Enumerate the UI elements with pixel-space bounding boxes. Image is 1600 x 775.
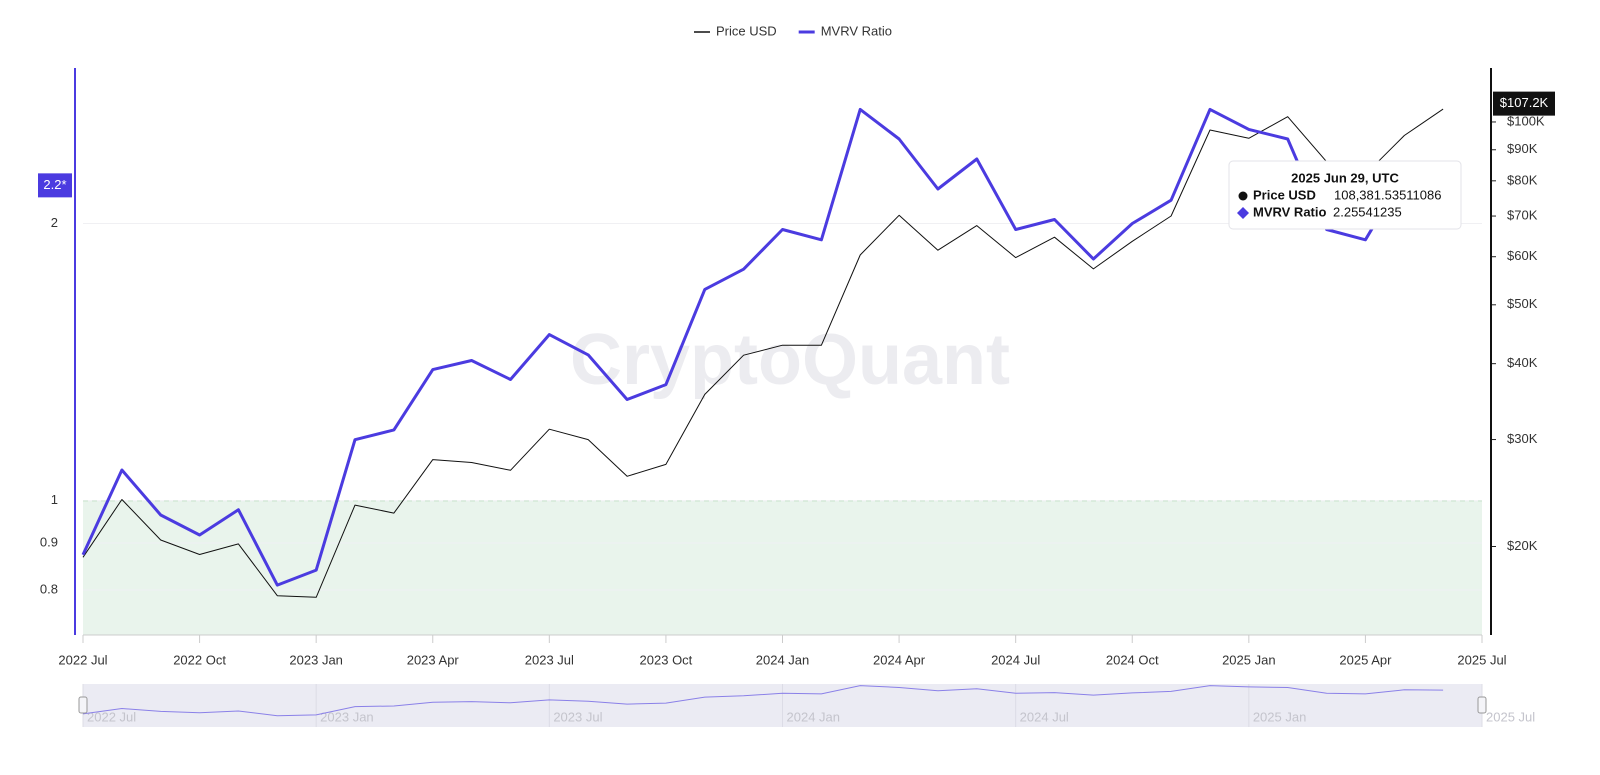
navigator-label: 2025 Jul xyxy=(1486,709,1535,724)
y2-tick-label: $70K xyxy=(1507,207,1538,222)
legend-label[interactable]: Price USD xyxy=(716,23,777,38)
x-tick-label: 2023 Oct xyxy=(640,652,693,667)
tooltip-name: MVRV Ratio xyxy=(1253,204,1326,219)
y2-tick-label: $50K xyxy=(1507,296,1538,311)
x-tick-label: 2024 Oct xyxy=(1106,652,1159,667)
tooltip: 2025 Jun 29, UTC Price USD 108,381.5351108… xyxy=(1228,160,1462,230)
x-tick-label: 2023 Apr xyxy=(407,652,460,667)
x-tick-label: 2025 Jan xyxy=(1222,652,1276,667)
watermark: CryptoQuant xyxy=(570,320,1010,400)
tooltip-name: Price USD xyxy=(1253,187,1316,202)
x-tick-label: 2024 Apr xyxy=(873,652,926,667)
last-value-box xyxy=(38,173,72,198)
navigator-label: 2023 Jul xyxy=(553,709,602,724)
y2-tick-label: $90K xyxy=(1507,141,1538,156)
last-value-label: 2.2* xyxy=(43,177,66,192)
navigator-handle[interactable] xyxy=(1477,696,1487,714)
navigator-label: 2024 Jul xyxy=(1020,709,1069,724)
y-tick-label: 0.8 xyxy=(40,581,58,596)
tooltip-title: 2025 Jun 29, UTC xyxy=(1291,170,1399,185)
last-value-box xyxy=(1493,91,1555,116)
x-tick-label: 2024 Jul xyxy=(991,652,1040,667)
y2-tick-label: $80K xyxy=(1507,172,1538,187)
x-tick-label: 2025 Jul xyxy=(1457,652,1506,667)
tooltip-marker xyxy=(1238,191,1248,201)
x-tick-label: 2023 Jul xyxy=(525,652,574,667)
x-tick-label: 2024 Jan xyxy=(756,652,810,667)
last-value-label: $107.2K xyxy=(1500,95,1549,110)
y2-tick-label: $60K xyxy=(1507,248,1538,263)
navigator-handle[interactable] xyxy=(78,696,88,714)
y-tick-label: 1 xyxy=(51,492,58,507)
tooltip-value: 108,381.53511086 xyxy=(1334,187,1441,202)
x-tick-label: 2023 Jan xyxy=(289,652,343,667)
navigator-label: 2023 Jan xyxy=(320,709,374,724)
y2-tick-label: $30K xyxy=(1507,431,1538,446)
navigator-label: 2024 Jan xyxy=(787,709,841,724)
y-tick-label: 0.9 xyxy=(40,534,58,549)
x-tick-label: 2025 Apr xyxy=(1339,652,1392,667)
legend-label[interactable]: MVRV Ratio xyxy=(821,23,892,38)
y2-tick-label: $20K xyxy=(1507,538,1538,553)
navigator-label: 2022 Jul xyxy=(87,709,136,724)
reference-band xyxy=(83,500,1482,635)
tooltip-value: 2.25541235 xyxy=(1333,204,1402,219)
legend: Price USD MVRV Ratio xyxy=(694,23,892,38)
tooltip-box xyxy=(1228,160,1462,230)
x-tick-label: 2022 Jul xyxy=(58,652,107,667)
y-tick-label: 2 xyxy=(51,215,58,230)
tooltip-marker xyxy=(1237,207,1249,219)
x-tick-label: 2022 Oct xyxy=(173,652,226,667)
series-line xyxy=(81,107,1444,587)
series-line xyxy=(82,108,1444,598)
y2-tick-label: $40K xyxy=(1507,355,1538,370)
y2-tick-label: $100K xyxy=(1507,113,1545,128)
navigator-label: 2025 Jan xyxy=(1253,709,1307,724)
navigator-line xyxy=(82,685,1444,717)
